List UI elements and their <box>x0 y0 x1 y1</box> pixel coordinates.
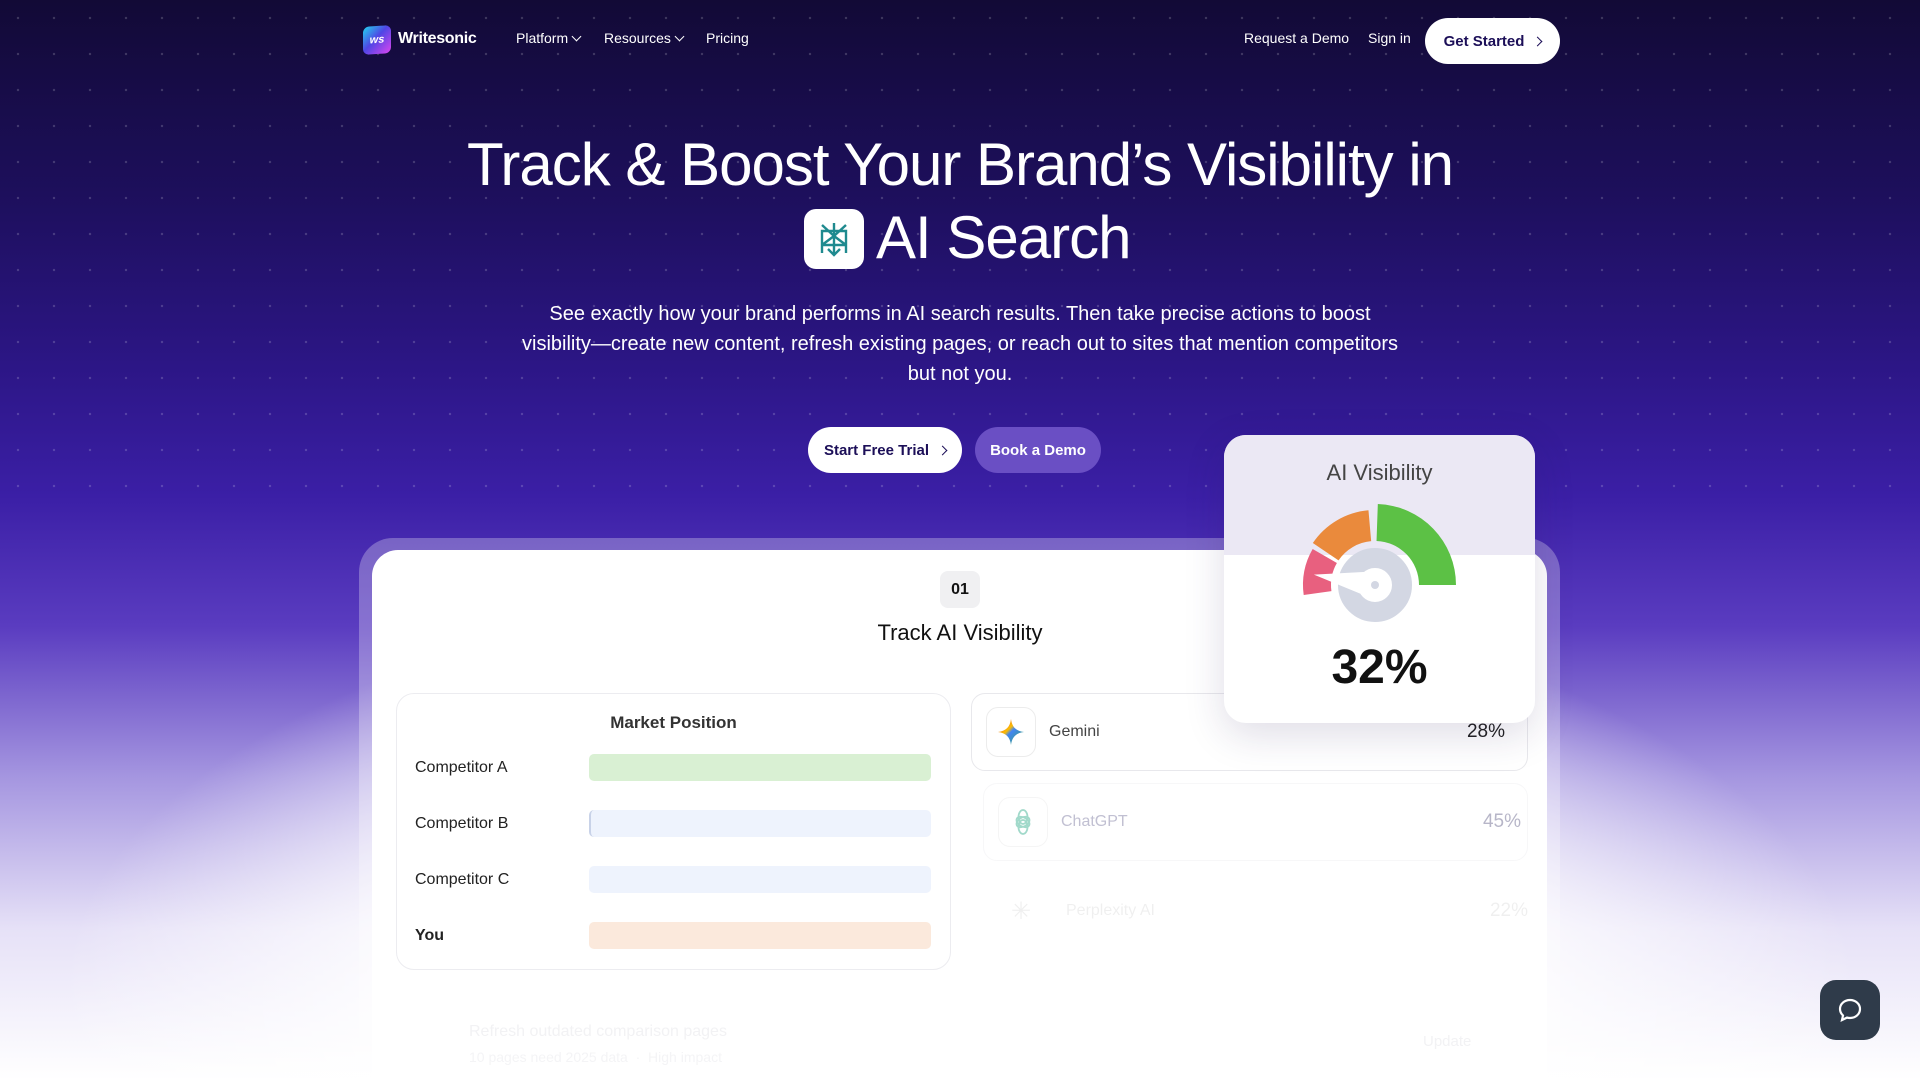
nav-resources[interactable]: Resources <box>604 30 685 46</box>
you-label: You <box>415 927 445 944</box>
request-demo-link[interactable]: Request a Demo <box>1244 30 1350 46</box>
platform-row-chatgpt: ChatGPT 45% <box>983 783 1528 861</box>
sign-in-link[interactable]: Sign in <box>1368 30 1411 46</box>
get-started-button[interactable]: Get Started <box>1425 18 1560 64</box>
perplexity-value: 22% <box>1489 900 1528 921</box>
chatgpt-value: 45% <box>1482 811 1521 832</box>
task-meta: 10 pages need 2025 data · High impact <box>469 1049 722 1065</box>
gauge-center-dot <box>1371 581 1379 589</box>
chatgpt-label: ChatGPT <box>1061 813 1128 830</box>
chevron-right-icon <box>1532 36 1543 46</box>
subtitle-line: visibility—create new content, refresh e… <box>522 333 1398 355</box>
competitor-c-label: Competitor C <box>415 871 510 888</box>
feature-title: Track AI Visibility <box>877 620 1043 645</box>
gauge-segment-mid <box>1312 510 1372 561</box>
task-meta-text: 10 pages need 2025 data <box>469 1049 628 1065</box>
start-free-trial-button[interactable]: Start Free Trial <box>808 427 962 473</box>
perplexity-label: Perplexity AI <box>1066 902 1155 919</box>
competitor-c-bar <box>589 866 931 893</box>
book-demo-button[interactable]: Book a Demo <box>975 427 1101 473</box>
writesonic-logo-icon[interactable]: ws <box>363 25 391 55</box>
ai-visibility-value: 32% <box>1331 641 1428 694</box>
gauge-segment-low <box>1303 549 1337 596</box>
chatgpt-icon <box>998 797 1048 847</box>
platform-row-perplexity: ✳ Perplexity AI 22% <box>983 873 1528 951</box>
ai-visibility-title: AI Visibility <box>1326 460 1433 485</box>
step-badge: 01 <box>940 571 980 608</box>
nav-platform[interactable]: Platform <box>516 30 582 46</box>
gemini-value: 28% <box>1466 721 1505 742</box>
chevron-down-icon <box>571 31 582 41</box>
competitor-b-label: Competitor B <box>415 815 509 832</box>
visibility-gauge <box>1303 504 1456 622</box>
hero-title-line2: AI Search <box>876 204 1131 271</box>
competitor-a-label: Competitor A <box>415 759 508 776</box>
start-free-trial-label: Start Free Trial <box>823 441 930 459</box>
task-update-button[interactable]: Update <box>1423 1033 1472 1050</box>
chevron-down-icon <box>674 31 685 41</box>
ai-visibility-card: AI Visibility 32% <box>1224 435 1535 723</box>
subtitle-line: See exactly how your brand performs in A… <box>549 303 1371 325</box>
get-started-label: Get Started <box>1443 32 1525 50</box>
gemini-label: Gemini <box>1049 723 1100 740</box>
gemini-icon <box>986 707 1036 757</box>
perplexity-icon: ✳ <box>1011 898 1032 925</box>
you-bar <box>589 922 931 949</box>
task-separator: · <box>635 1049 641 1065</box>
market-position-title: Market Position <box>610 713 737 732</box>
gauge-needle <box>1313 571 1378 599</box>
chat-support-button[interactable] <box>1820 980 1880 1040</box>
chat-bubble-icon <box>1838 998 1862 1022</box>
task-impact: High impact <box>648 1049 722 1065</box>
competitor-a-bar <box>589 754 931 781</box>
subtitle-line: but not you. <box>907 363 1013 385</box>
nav-pricing[interactable]: Pricing <box>706 30 749 46</box>
gauge-segment-high <box>1376 504 1456 585</box>
brand-name[interactable]: Writesonic <box>398 30 477 47</box>
task-title: Refresh outdated comparison pages <box>469 1023 727 1040</box>
nav-pricing-label: Pricing <box>706 30 749 46</box>
perplexity-icon <box>804 209 864 269</box>
logo-text: ws <box>369 33 385 47</box>
hero-title-line1: Track & Boost Your Brand’s Visibility in <box>466 131 1454 198</box>
hero-subtitle: See exactly how your brand performs in A… <box>510 299 1410 389</box>
nav-resources-label: Resources <box>604 30 671 46</box>
nav-platform-label: Platform <box>516 30 569 46</box>
chevron-right-icon <box>937 445 948 455</box>
competitor-b-bar <box>589 810 931 837</box>
